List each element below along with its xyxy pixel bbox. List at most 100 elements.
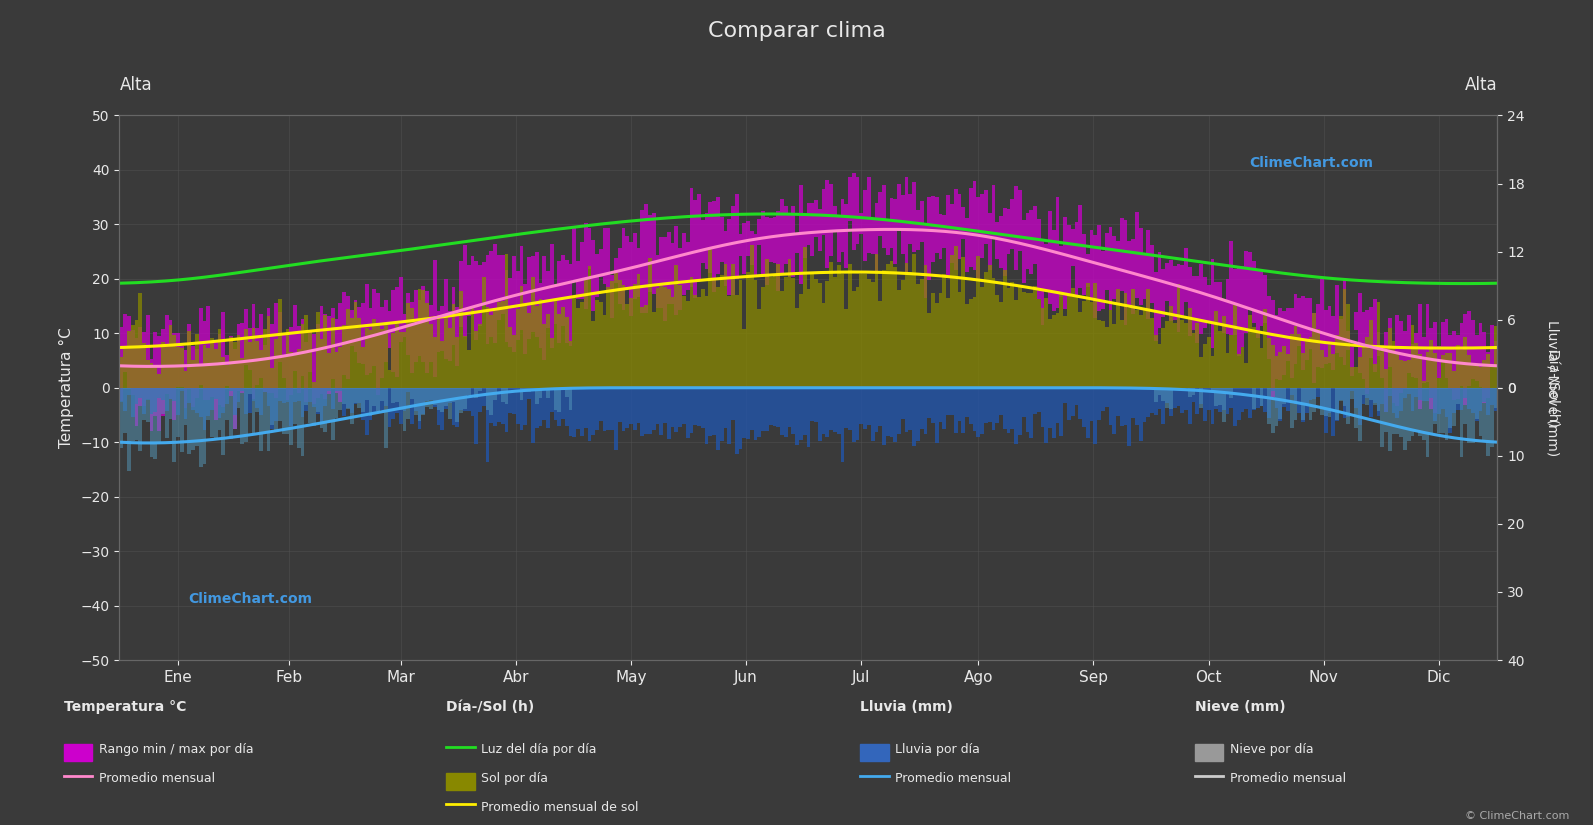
Bar xyxy=(991,186,996,237)
Bar xyxy=(213,341,218,420)
Bar xyxy=(505,271,508,342)
Bar xyxy=(750,246,753,388)
Bar xyxy=(221,357,225,388)
Bar xyxy=(1147,388,1150,417)
Bar xyxy=(949,388,954,415)
Bar xyxy=(395,388,398,412)
Bar xyxy=(897,388,902,434)
Bar xyxy=(1301,388,1305,422)
Bar xyxy=(1437,388,1440,433)
Bar xyxy=(1158,388,1161,408)
Bar xyxy=(769,388,773,426)
Bar xyxy=(304,388,307,411)
Bar xyxy=(1290,388,1294,395)
Bar xyxy=(327,316,331,394)
Bar xyxy=(417,289,422,388)
Bar xyxy=(1034,206,1037,264)
Bar xyxy=(693,200,698,298)
Bar xyxy=(1332,316,1335,370)
Bar xyxy=(1029,388,1034,438)
Bar xyxy=(905,263,908,388)
Bar xyxy=(1321,280,1324,368)
Bar xyxy=(1279,388,1282,419)
Bar xyxy=(1120,320,1123,388)
Bar xyxy=(1026,294,1029,388)
Bar xyxy=(494,311,497,388)
Bar xyxy=(1426,388,1429,402)
Bar xyxy=(433,260,436,376)
Bar xyxy=(191,346,194,407)
Bar xyxy=(913,388,916,446)
Bar xyxy=(1335,336,1338,388)
Bar xyxy=(1195,323,1200,388)
Bar xyxy=(365,285,368,375)
Bar xyxy=(825,180,830,268)
Bar xyxy=(1483,332,1486,403)
Bar xyxy=(516,388,519,424)
Bar xyxy=(403,388,406,431)
Bar xyxy=(263,329,266,388)
Bar xyxy=(127,388,131,395)
Bar xyxy=(583,223,588,309)
Bar xyxy=(610,276,613,318)
Bar xyxy=(1286,308,1290,361)
Bar xyxy=(1448,388,1453,428)
Bar xyxy=(629,298,632,388)
Bar xyxy=(304,314,307,388)
Bar xyxy=(1192,333,1195,388)
Bar xyxy=(758,309,761,388)
Bar xyxy=(957,195,961,258)
Bar xyxy=(566,260,569,343)
Bar xyxy=(535,388,538,403)
Bar xyxy=(720,388,723,441)
Bar xyxy=(841,388,844,462)
Bar xyxy=(822,304,825,388)
Bar xyxy=(577,261,580,299)
Bar xyxy=(1219,331,1222,388)
Bar xyxy=(194,349,199,398)
Bar xyxy=(652,388,656,430)
Bar xyxy=(902,388,905,419)
Bar xyxy=(147,388,150,399)
Bar xyxy=(1309,337,1313,388)
Bar xyxy=(761,211,765,276)
Bar xyxy=(409,302,414,373)
Bar xyxy=(1172,323,1177,388)
Bar xyxy=(1219,388,1222,412)
Bar xyxy=(535,252,538,337)
Bar xyxy=(550,338,554,388)
Bar xyxy=(723,231,728,286)
Bar xyxy=(1106,328,1109,388)
Bar xyxy=(1478,323,1483,388)
Bar xyxy=(307,388,312,423)
Bar xyxy=(1117,241,1120,304)
Bar xyxy=(1434,388,1437,421)
Bar xyxy=(1034,388,1037,414)
Bar xyxy=(1327,388,1332,413)
Bar xyxy=(1249,315,1252,388)
Bar xyxy=(1184,323,1188,388)
Bar xyxy=(626,236,629,289)
Bar xyxy=(422,285,425,362)
Bar xyxy=(467,388,470,411)
Bar xyxy=(1483,388,1486,442)
Bar xyxy=(511,335,516,388)
Bar xyxy=(1354,388,1357,408)
Bar xyxy=(1418,304,1423,408)
Bar xyxy=(188,388,191,454)
Bar xyxy=(1384,332,1388,412)
Bar xyxy=(746,388,750,440)
Bar xyxy=(750,388,753,431)
Bar xyxy=(984,191,988,244)
Bar xyxy=(776,264,781,388)
Bar xyxy=(1093,235,1098,318)
Bar xyxy=(304,342,307,402)
Bar xyxy=(519,388,524,400)
Bar xyxy=(1271,345,1274,388)
Bar xyxy=(685,388,690,438)
Bar xyxy=(1338,388,1343,401)
Bar xyxy=(436,388,440,409)
Bar xyxy=(1324,356,1327,388)
Bar xyxy=(1445,319,1448,378)
Bar xyxy=(1399,388,1403,411)
